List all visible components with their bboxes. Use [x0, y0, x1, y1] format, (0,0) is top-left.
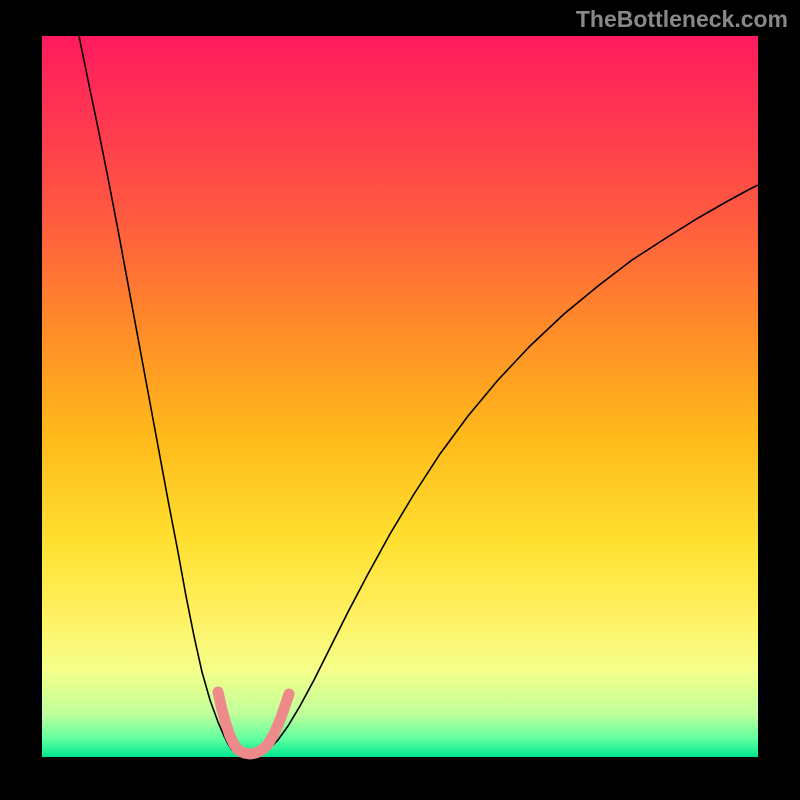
watermark-text: TheBottleneck.com [576, 6, 788, 33]
chart-container: TheBottleneck.com [0, 0, 800, 800]
bottleneck-chart [0, 0, 800, 800]
